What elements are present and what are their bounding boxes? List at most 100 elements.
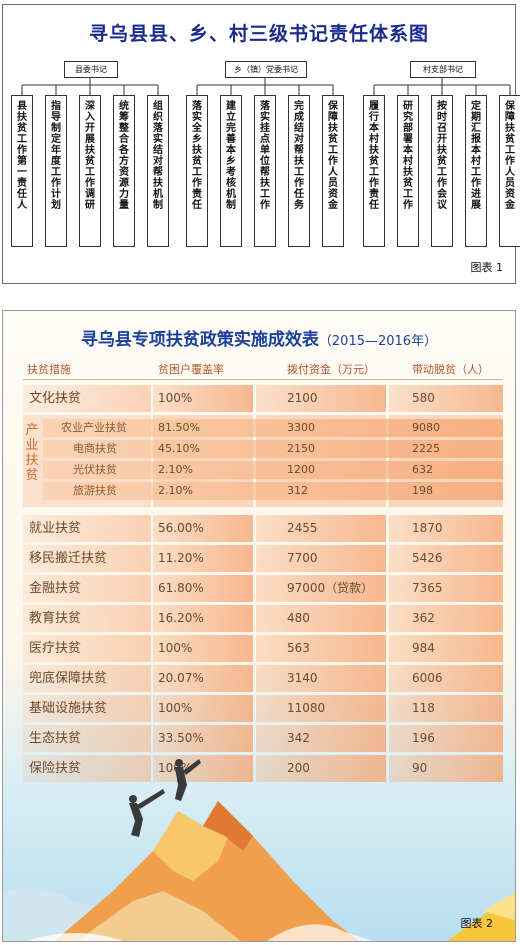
funds-value: 11080 (287, 701, 326, 715)
org-chart-figure: 寻乌县县、乡、村三级书记责任体系图 县委书记县扶贫工作第一责任人 指导制定年度工作… (2, 4, 520, 284)
table-cell (256, 755, 386, 782)
table-cell (389, 695, 503, 722)
mountain-climbers-illustration (3, 759, 515, 941)
responsibility-text: 统筹整合各方资源力量 (119, 101, 129, 211)
industry-sub-row (43, 461, 503, 479)
coverage-value: 61.80% (158, 581, 204, 595)
lifted-value: 198 (412, 484, 433, 497)
coverage-value: 2.10% (158, 463, 193, 476)
responsibility-text: 深入开展扶贫工作调研 (85, 101, 95, 211)
table-cell (23, 605, 151, 632)
lifted-value: 362 (412, 611, 435, 625)
table-cell (389, 635, 503, 662)
coverage-value: 45.10% (158, 442, 200, 455)
table-cell (23, 575, 151, 602)
table-cell (256, 665, 386, 692)
responsibility-text: 指导制定年度工作计划 (51, 101, 61, 211)
table-cell (23, 695, 151, 722)
table-cell (23, 725, 151, 752)
responsibility-box: 深入开展扶贫工作调研 (79, 95, 101, 247)
table-cell (389, 545, 503, 572)
lifted-value: 118 (412, 701, 435, 715)
lifted-value: 984 (412, 641, 435, 655)
coverage-value: 16.20% (158, 611, 204, 625)
table-cell (153, 725, 253, 752)
funds-value: 200 (287, 761, 310, 775)
header-funds: 拨付资金（万元） (287, 363, 375, 376)
responsibility-box: 保障扶贫工作人员资金 (322, 95, 344, 247)
funds-value: 7700 (287, 551, 318, 565)
responsibility-text: 组织落实结对帮扶机制 (153, 101, 163, 211)
measure-label: 教育扶贫 (29, 611, 82, 626)
funds-value: 3300 (287, 421, 315, 434)
industry-sub-row (43, 440, 503, 458)
responsibility-box: 建立完善本乡考核机制 (220, 95, 242, 247)
funds-value: 480 (287, 611, 310, 625)
table-cell (256, 605, 386, 632)
coverage-value: 100% (158, 391, 193, 405)
header-divider (23, 379, 503, 380)
table-cell (153, 545, 253, 572)
coverage-value: 20.07% (158, 671, 204, 685)
table-cell (23, 755, 151, 782)
table-title-years: （2015—2016年） (318, 334, 438, 349)
responsibility-text: 保障扶贫工作人员资金 (328, 101, 338, 211)
industry-measure-label: 光伏扶贫 (73, 463, 117, 476)
funds-value: 2100 (287, 391, 318, 405)
coverage-value: 33.50% (158, 731, 204, 745)
responsibility-box: 研究部署本村扶贫工作 (397, 95, 419, 247)
responsibility-box: 完成结对帮扶工作任务 (288, 95, 310, 247)
header-measure: 扶贫措施 (27, 363, 71, 376)
funds-value: 2455 (287, 521, 318, 535)
measure-label: 文化扶贫 (29, 391, 82, 406)
measure-label: 兜底保障扶贫 (29, 671, 108, 686)
responsibility-box: 组织落实结对帮扶机制 (147, 95, 169, 247)
org-chart-title: 寻乌县县、乡、村三级书记责任体系图 (88, 23, 429, 45)
lifted-value: 632 (412, 463, 433, 476)
coverage-value: 100% (158, 641, 193, 655)
responsibility-box: 落实挂点单位帮扶工作 (254, 95, 276, 247)
table-cell (389, 385, 503, 412)
responsibility-text: 履行本村扶贫工作责任 (369, 101, 379, 211)
org-chart-connectors (21, 77, 511, 95)
figure-2-caption: 图表 2 (460, 917, 494, 930)
responsibility-text: 县扶贫工作第一责任人 (17, 101, 27, 211)
lifted-value: 6006 (412, 671, 443, 685)
table-cell (256, 725, 386, 752)
lifted-value: 196 (412, 731, 435, 745)
industry-group-label: 产业扶贫 (25, 423, 39, 483)
responsibility-text: 落实挂点单位帮扶工作 (260, 101, 270, 211)
responsibility-box: 按时召开扶贫工作会议 (431, 95, 453, 247)
table-cell (389, 605, 503, 632)
lifted-value: 5426 (412, 551, 443, 565)
group-head-0: 县委书记 (64, 61, 118, 78)
lifted-value: 7365 (412, 581, 443, 595)
table-cell (153, 575, 253, 602)
responsibility-box: 落实全乡扶贫工作责任 (186, 95, 208, 247)
table-title: 寻乌县专项扶贫政策实施成效表（2015—2016年） (3, 325, 515, 350)
coverage-value: 81.50% (158, 421, 200, 434)
responsibility-box: 履行本村扶贫工作责任 (363, 95, 385, 247)
table-cell (256, 695, 386, 722)
group-head-2: 村支部书记 (410, 61, 476, 78)
measure-label: 医疗扶贫 (29, 641, 82, 656)
coverage-value: 11.20% (158, 551, 204, 565)
table-cell (153, 385, 253, 412)
responsibility-text: 完成结对帮扶工作任务 (294, 101, 304, 211)
lifted-value: 1870 (412, 521, 443, 535)
table-cell (389, 515, 503, 542)
coverage-value: 56.00% (158, 521, 204, 535)
responsibility-text: 按时召开扶贫工作会议 (437, 101, 447, 211)
table-cell (389, 755, 503, 782)
industry-sub-row (43, 482, 503, 500)
responsibility-box: 统筹整合各方资源力量 (113, 95, 135, 247)
table-cell (23, 515, 151, 542)
table-cell (256, 575, 386, 602)
funds-value: 342 (287, 731, 310, 745)
industry-sub-row (43, 419, 503, 437)
lifted-value: 2225 (412, 442, 440, 455)
lifted-value: 580 (412, 391, 435, 405)
measure-label: 金融扶贫 (29, 581, 82, 596)
table-cell (23, 665, 151, 692)
table-cell (256, 385, 386, 412)
